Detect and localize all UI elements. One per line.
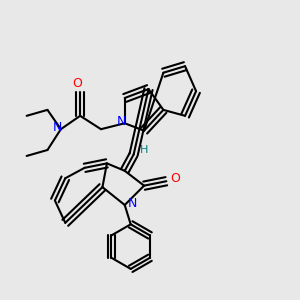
Text: N: N (117, 115, 127, 128)
Text: O: O (170, 172, 180, 185)
Text: H: H (140, 145, 148, 155)
Text: O: O (72, 76, 82, 90)
Text: N: N (128, 197, 137, 210)
Text: N: N (53, 121, 62, 134)
